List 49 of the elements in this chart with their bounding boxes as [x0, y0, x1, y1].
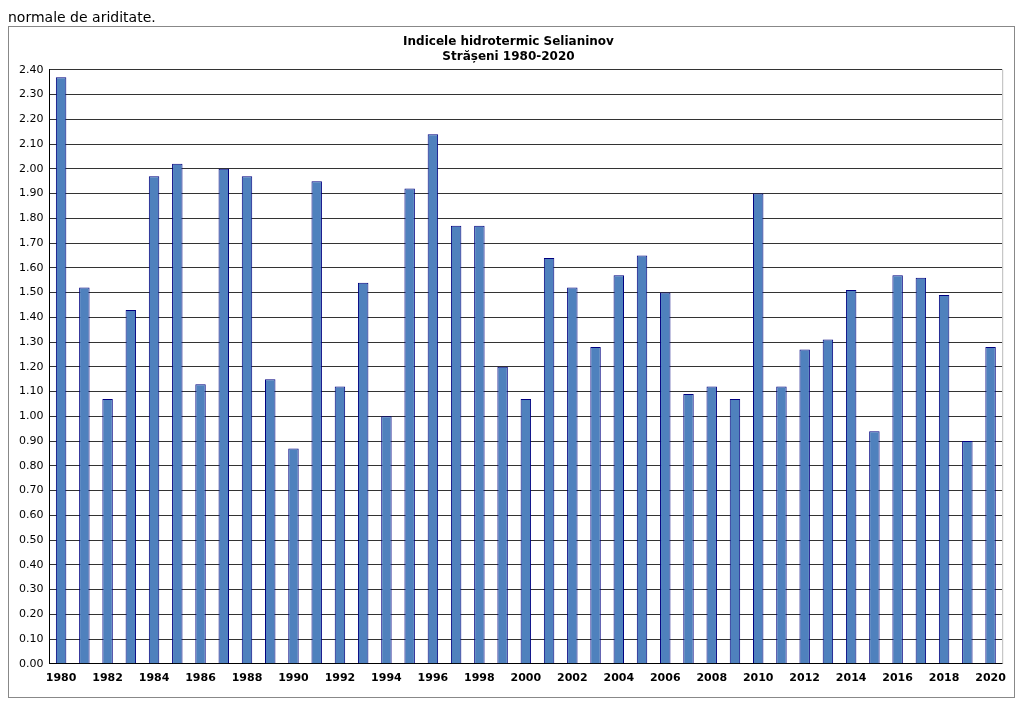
x-tick-label: 2002	[557, 671, 588, 685]
x-tick-label: 2016	[882, 671, 914, 685]
y-tick-label: 0.60	[18, 508, 44, 522]
x-tick-label: 2014	[835, 671, 867, 685]
x-tick-label: 1980	[45, 671, 77, 685]
x-tick-label: 1998	[464, 671, 495, 685]
y-tick-label: 2.30	[18, 87, 44, 101]
y-tick-label: 0.30	[18, 582, 44, 596]
x-tick-label: 1986	[185, 671, 217, 685]
y-tick-label: 1.00	[18, 409, 44, 423]
y-tick-label: 0.40	[18, 557, 44, 571]
x-tick-label: 2020	[975, 671, 1007, 685]
x-tick-label: 1992	[324, 671, 356, 685]
y-tick-label: 0.00	[18, 656, 44, 670]
x-tick-label: 1984	[138, 671, 170, 685]
y-tick-label: 0.10	[18, 631, 44, 645]
y-tick-label: 1.40	[18, 310, 44, 324]
x-tick-label: 1990	[278, 671, 310, 685]
x-tick-label: 1996	[417, 671, 449, 685]
y-tick-label: 1.80	[18, 211, 44, 225]
y-tick-label: 1.10	[18, 384, 44, 398]
y-tick-label: 1.30	[18, 334, 44, 348]
y-tick-label: 2.20	[18, 112, 44, 126]
y-tick-label: 1.60	[18, 260, 44, 274]
y-tick-label: 0.50	[18, 532, 44, 546]
y-tick-label: 0.80	[18, 458, 44, 472]
y-tick-label: 0.70	[18, 483, 44, 497]
x-tick-label: 2010	[742, 671, 774, 685]
x-tick-label: 2000	[510, 671, 542, 685]
y-tick-label: 0.20	[18, 607, 44, 621]
x-tick-label: 1982	[92, 671, 123, 685]
y-tick-label: 1.20	[18, 359, 44, 373]
chart-subtitle: Strășeni 1980-2020	[442, 48, 575, 63]
text: normale de ariditate.	[8, 8, 157, 26]
x-tick-label: 1988	[231, 671, 263, 685]
y-tick-label: 1.90	[18, 186, 44, 200]
x-tick-label: 2012	[789, 671, 820, 685]
y-tick-label: 1.70	[18, 235, 44, 249]
x-tick-label: 2018	[928, 671, 960, 685]
y-tick-label: 2.10	[18, 136, 44, 150]
y-tick-label: 1.50	[18, 285, 44, 299]
chart-title: Indicele hidrotermic Selianinov	[403, 34, 615, 49]
y-tick-label: 0.90	[18, 433, 44, 447]
y-tick-label: 2.00	[18, 161, 44, 175]
x-tick-label: 2006	[649, 671, 681, 685]
x-tick-label: 2004	[603, 671, 635, 685]
x-tick-label: 1994	[371, 671, 403, 685]
x-tick-label: 2008	[696, 671, 728, 685]
y-tick-label: 2.40	[18, 62, 44, 76]
